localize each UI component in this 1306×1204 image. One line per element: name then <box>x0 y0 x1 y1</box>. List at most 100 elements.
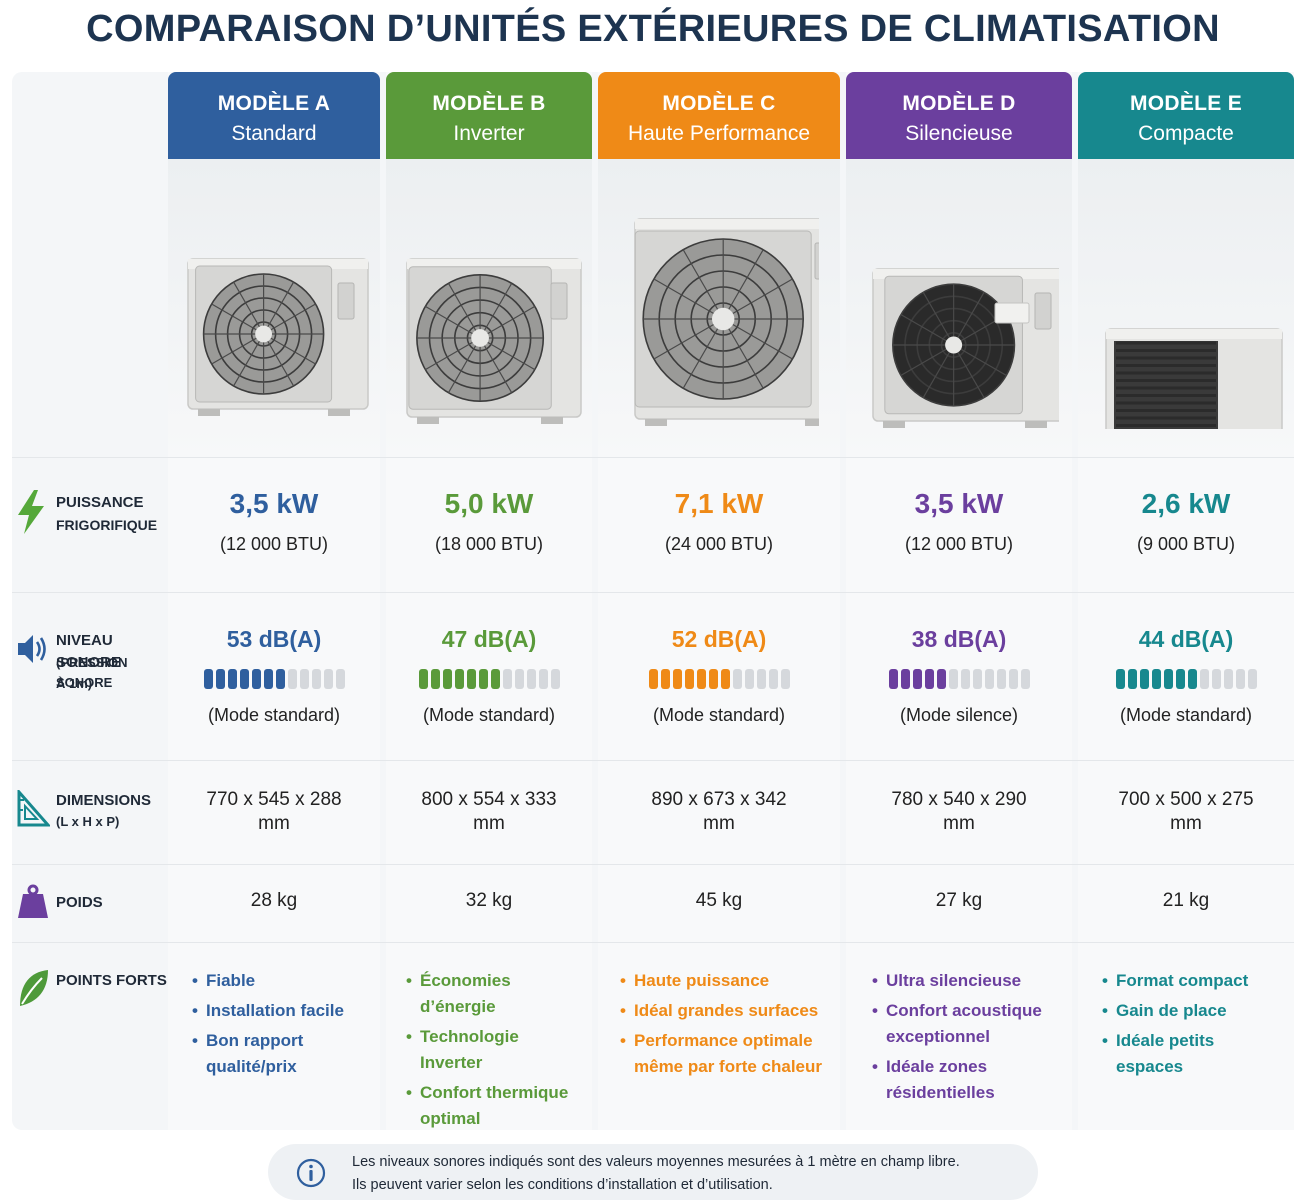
noise-bar-segment <box>263 669 273 689</box>
noise-mode: (Mode standard) <box>207 705 341 725</box>
weight-icon <box>16 884 50 925</box>
row-divider <box>12 760 1294 761</box>
comparison-table: MODÈLE A Standard 3,5 kW (12 000 BTU) 53… <box>12 72 1294 1130</box>
unit-image <box>386 159 592 457</box>
noise-bar-segment <box>684 669 694 689</box>
noise-bar-segment <box>239 669 249 689</box>
noise-bar-segment <box>972 669 982 689</box>
label-weight: POIDS <box>56 894 103 911</box>
label-noise-line2: (PRESSION SONORE <box>56 655 128 690</box>
noise-bar-segment <box>550 669 560 689</box>
model-column: MODÈLE B Inverter 5,0 kW (18 000 BTU) 47… <box>386 72 592 1130</box>
noise-bar-segment <box>1163 669 1173 689</box>
power-btu: (12 000 BTU) <box>219 534 329 554</box>
power-value: 3,5 kW <box>914 488 1004 519</box>
noise-bar-segment <box>960 669 970 689</box>
dimensions-numbers: 780 x 540 x 290 <box>891 789 1027 810</box>
noise-level-bar <box>598 669 840 689</box>
info-note: Les niveaux sonores indiqués sont des va… <box>268 1144 1038 1200</box>
noise-bar-segment <box>756 669 766 689</box>
strength-item: Haute puissance <box>620 968 832 994</box>
note-line-2: Ils peuvent varier selon les conditions … <box>352 1177 773 1193</box>
noise-bar-segment <box>442 669 452 689</box>
strengths-list: Ultra silencieuse Confort acoustique exce… <box>872 968 1064 1110</box>
model-header: MODÈLE B Inverter <box>386 72 592 159</box>
ruler-triangle-icon <box>16 788 52 833</box>
note-line-1: Les niveaux sonores indiqués sont des va… <box>352 1154 960 1170</box>
power-value: 5,0 kW <box>444 488 534 519</box>
noise-bar-segment <box>1020 669 1030 689</box>
label-dimensions-line2: (L x H x P) <box>56 814 120 829</box>
strengths-list: Économies d’énergieTechnologie InverterC… <box>406 968 584 1136</box>
noise-mode: (Mode standard) <box>422 705 556 725</box>
weight-value: 45 kg <box>695 890 743 911</box>
outdoor-unit-illustration <box>859 189 1066 434</box>
noise-bar-segment <box>936 669 946 689</box>
noise-bar-segment <box>490 669 500 689</box>
dimensions-unit: mm <box>703 813 735 834</box>
lightning-icon <box>16 490 46 539</box>
noise-value: 38 dB(A) <box>911 626 1007 652</box>
noise-bar-segment <box>1235 669 1245 689</box>
noise-bar-segment <box>1223 669 1233 689</box>
strengths-list: Format compact Gain de place Idéale petits… <box>1102 968 1286 1084</box>
noise-bar-segment <box>900 669 910 689</box>
noise-bar-segment <box>708 669 718 689</box>
model-subtitle: Inverter <box>453 122 525 145</box>
model-column: MODÈLE D Silencieuse 3,5 kW (12 000 BTU)… <box>846 72 1072 1130</box>
noise-bar-segment <box>311 669 321 689</box>
strength-item: Bon rapport qualité/prix <box>192 1028 372 1080</box>
noise-level-bar <box>168 669 380 689</box>
weight-value: 27 kg <box>935 890 983 911</box>
noise-bar-segment <box>466 669 476 689</box>
dimensions-unit: mm <box>258 813 290 834</box>
strength-item: Technologie Inverter <box>406 1024 584 1076</box>
noise-bar-segment <box>275 669 285 689</box>
model-header: MODÈLE A Standard <box>168 72 380 159</box>
noise-bar-segment <box>478 669 488 689</box>
power-value: 2,6 kW <box>1141 488 1231 519</box>
dimensions-value: 890 x 673 x 342 mm <box>598 788 840 836</box>
dimensions-numbers: 770 x 545 x 288 <box>206 789 342 810</box>
unit-image <box>598 159 846 457</box>
dimensions-numbers: 890 x 673 x 342 <box>651 789 787 810</box>
strength-item: Gain de place <box>1102 998 1286 1024</box>
noise-bar-segment <box>888 669 898 689</box>
dimensions-value: 800 x 554 x 333 mm <box>386 788 592 836</box>
noise-bar-segment <box>1127 669 1137 689</box>
outdoor-unit-illustration <box>1086 189 1286 446</box>
label-noise-line1: NIVEAU SONORE <box>56 632 122 671</box>
noise-mode: (Mode silence) <box>899 705 1019 725</box>
noise-bar-segment <box>430 669 440 689</box>
model-name: MODÈLE C <box>662 92 776 115</box>
unit-image <box>168 159 380 457</box>
label-noise-line3: À 1m) <box>56 676 93 691</box>
noise-bar-segment <box>1175 669 1185 689</box>
noise-bar-segment <box>948 669 958 689</box>
strength-item: Idéale petits espaces <box>1102 1028 1286 1080</box>
noise-value: 47 dB(A) <box>441 626 537 652</box>
speaker-icon <box>16 630 50 673</box>
noise-bar-segment <box>660 669 670 689</box>
page-title: COMPARAISON D’UNITÉS EXTÉRIEURES DE CLIM… <box>86 8 1220 50</box>
strength-item: Ultra silencieuse <box>872 968 1064 994</box>
leaf-icon <box>16 968 50 1013</box>
power-value: 7,1 kW <box>674 488 764 519</box>
dimensions-unit: mm <box>1170 813 1202 834</box>
model-column: MODÈLE A Standard 3,5 kW (12 000 BTU) 53… <box>168 72 380 1130</box>
model-subtitle: Standard <box>231 122 317 145</box>
noise-bar-segment <box>1247 669 1257 689</box>
model-name: MODÈLE D <box>902 92 1016 115</box>
power-btu: (12 000 BTU) <box>904 534 1014 554</box>
strength-item: Idéale zones résidentielles <box>872 1054 1064 1106</box>
model-column: MODÈLE C Haute Performance 7,1 kW (24 00… <box>598 72 846 1130</box>
strength-item: Format compact <box>1102 968 1286 994</box>
power-btu: (18 000 BTU) <box>434 534 544 554</box>
dimensions-numbers: 800 x 554 x 333 <box>421 789 557 810</box>
noise-bar-segment <box>514 669 524 689</box>
noise-bar-segment <box>744 669 754 689</box>
noise-bar-segment <box>984 669 994 689</box>
label-dimensions-line1: DIMENSIONS <box>56 792 152 809</box>
model-name: MODÈLE E <box>1129 92 1243 115</box>
strength-item: Confort thermique optimal <box>406 1080 584 1132</box>
